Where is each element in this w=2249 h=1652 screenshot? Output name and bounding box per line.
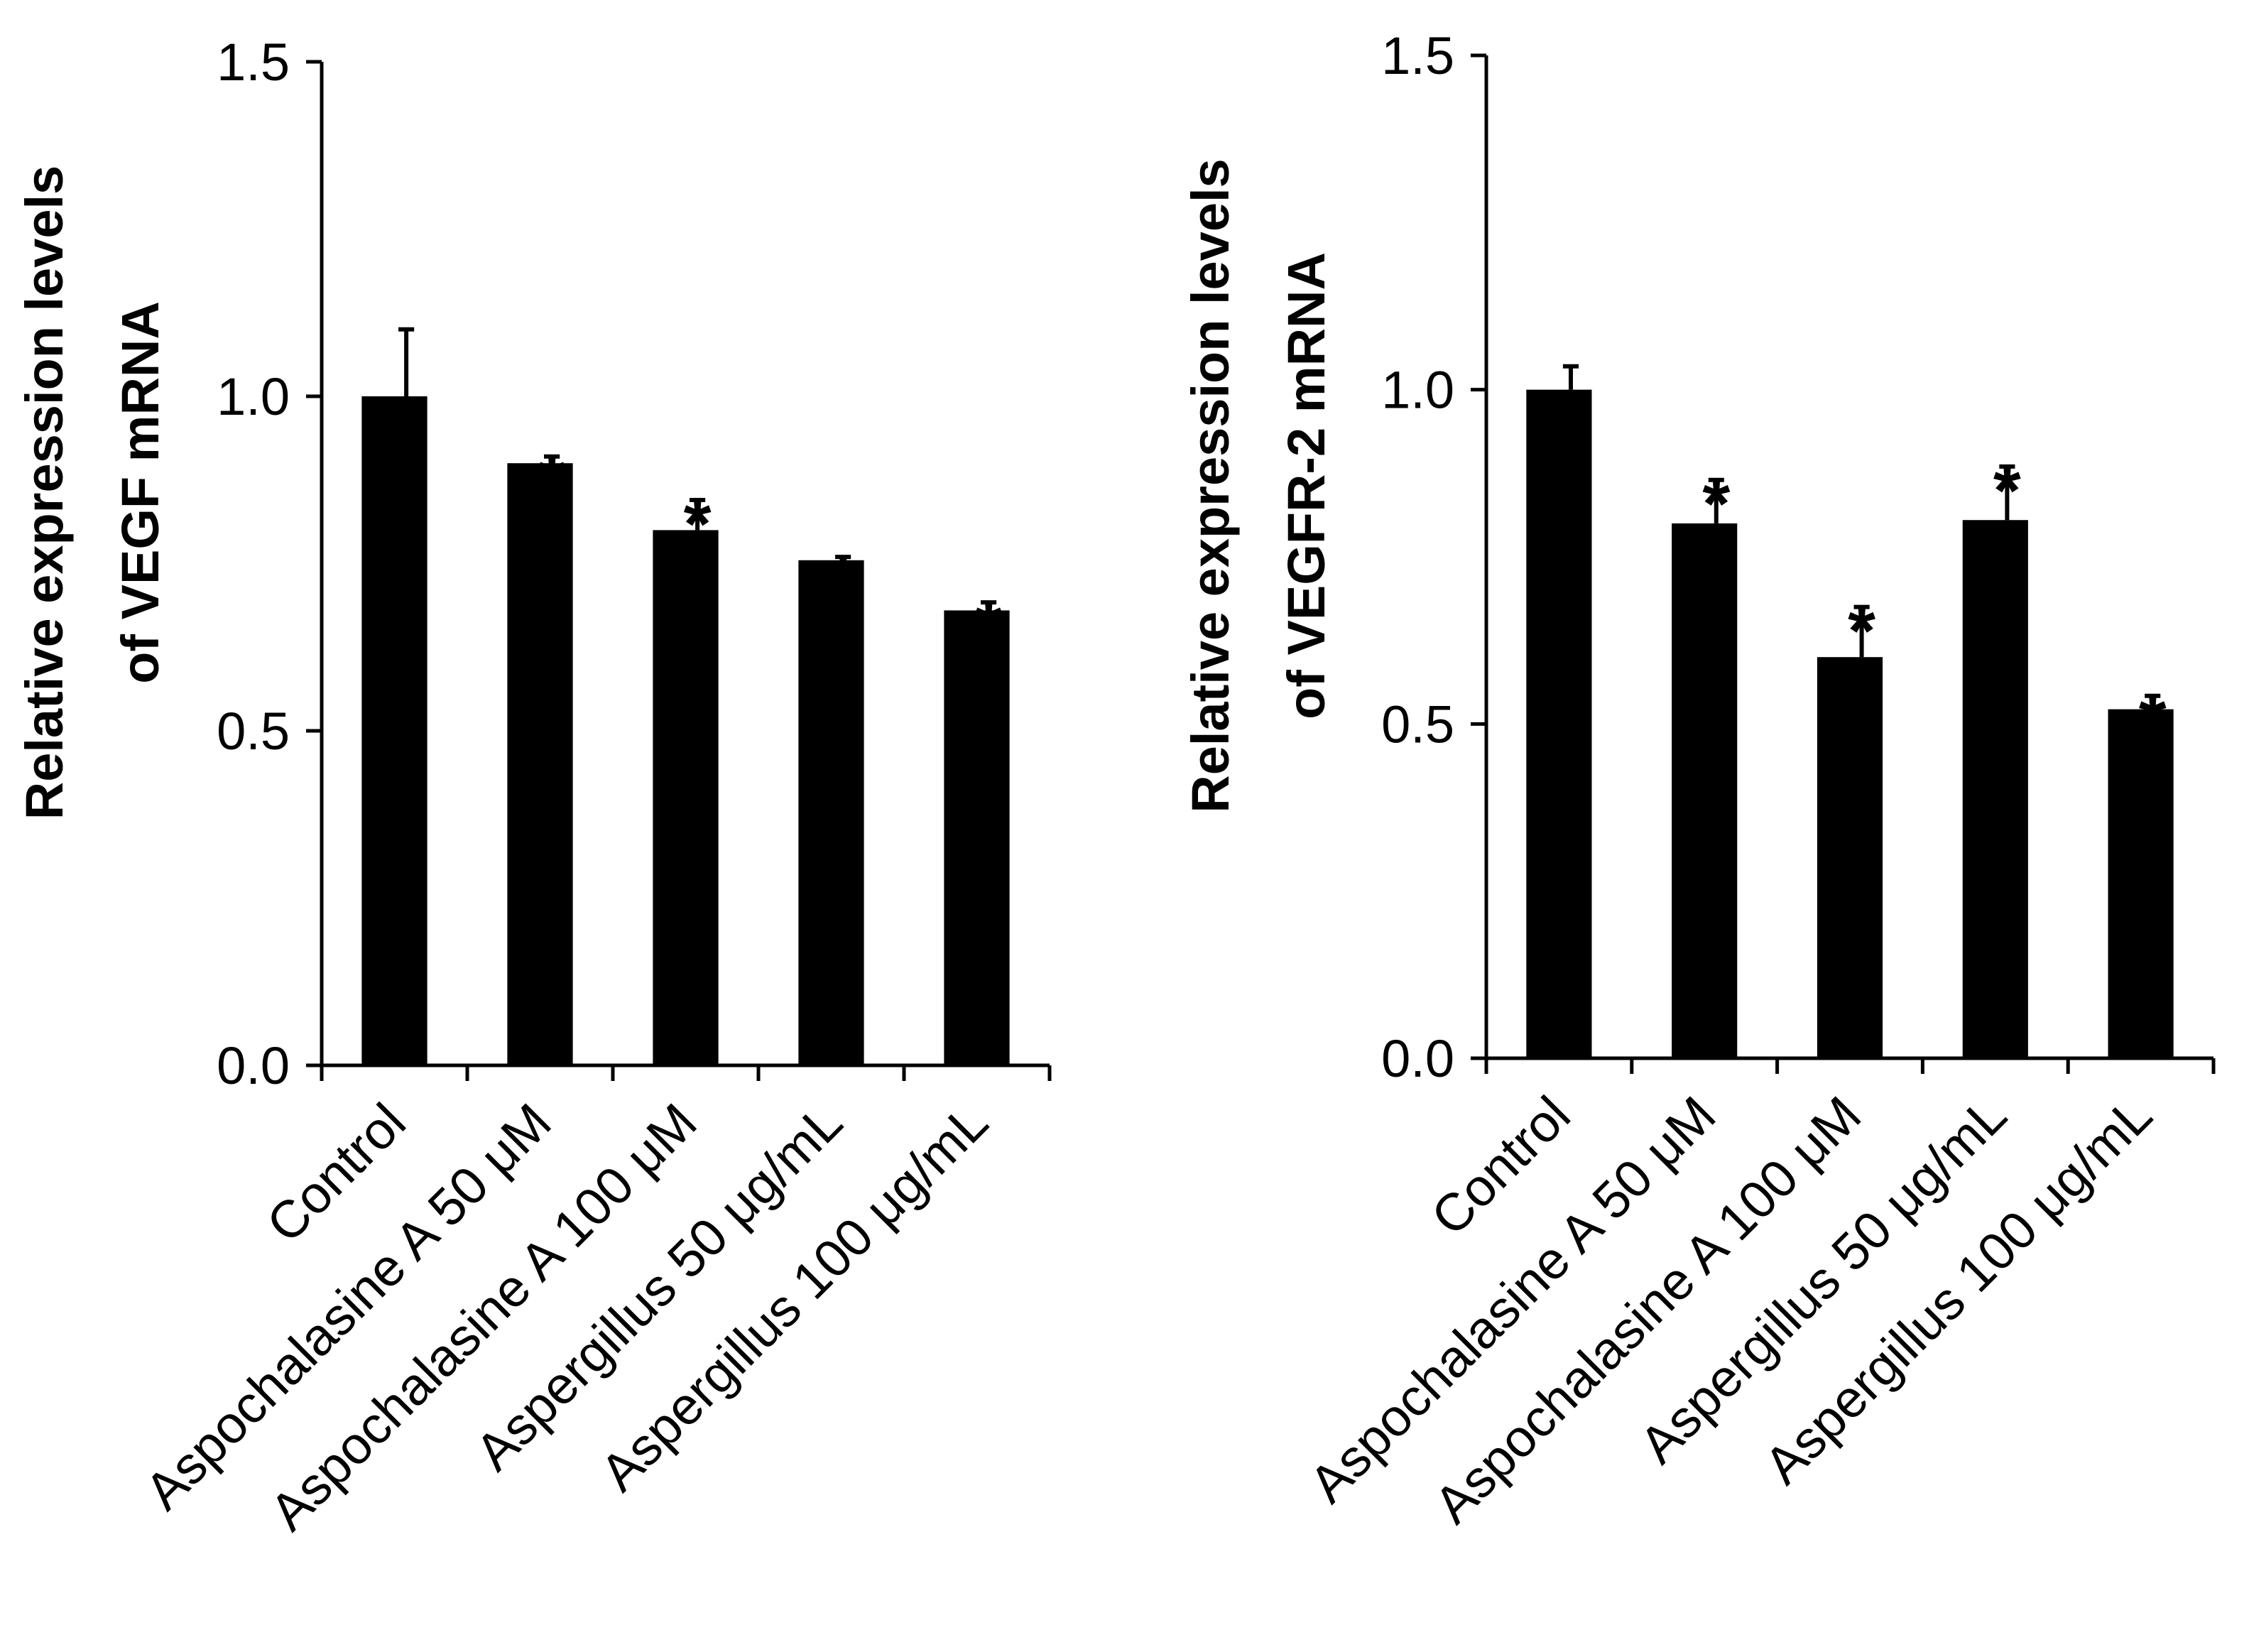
significance-mark: * [829, 541, 857, 621]
significance-mark: * [1848, 592, 1875, 671]
bar [1526, 389, 1592, 1058]
significance-mark: * [538, 441, 566, 521]
significance-mark: * [1702, 464, 1730, 544]
bar [507, 463, 573, 1065]
y-tick-label: 0.0 [1381, 1029, 1454, 1088]
y-tick-label: 0.5 [217, 702, 290, 761]
bar [2108, 709, 2174, 1058]
y-tick-label: 1.0 [217, 367, 290, 426]
bar [1817, 657, 1883, 1058]
significance-mark: * [684, 484, 712, 564]
bar [361, 396, 428, 1065]
y-axis-title: Relative expression levels [1181, 158, 1240, 813]
y-axis-title: of VEGFR-2 mRNA [1277, 252, 1336, 719]
bar [1672, 523, 1738, 1058]
y-tick-label: 1.5 [1381, 26, 1454, 85]
y-tick-label: 0.0 [217, 1036, 290, 1095]
y-axis-title: Relative expression levels [15, 165, 74, 820]
significance-mark: * [1993, 451, 2021, 531]
bar [944, 610, 1010, 1065]
y-tick-label: 0.5 [1381, 695, 1454, 754]
significance-mark: * [975, 587, 1003, 666]
bar [653, 530, 719, 1065]
y-tick-label: 1.0 [1381, 361, 1454, 420]
y-tick-label: 1.5 [217, 33, 290, 92]
y-axis-title: of VEGF mRNA [111, 301, 170, 684]
bar [1962, 520, 2028, 1058]
bar [798, 560, 864, 1065]
significance-mark: * [2139, 680, 2167, 760]
